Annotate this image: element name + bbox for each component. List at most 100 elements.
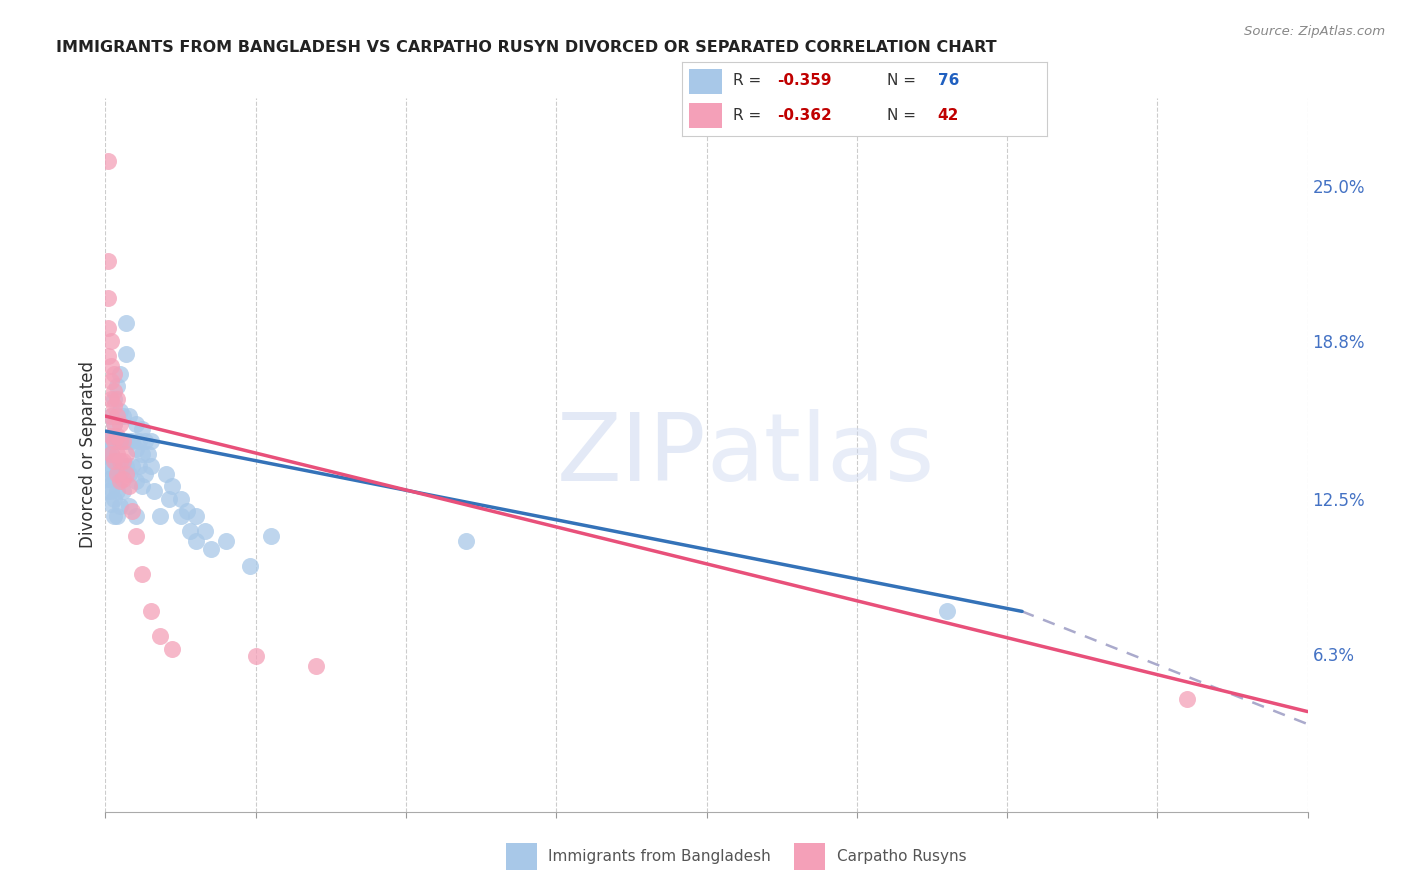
Point: [128, 434, 150, 449]
Point: [110, 367, 132, 381]
Point: [169, 491, 191, 506]
Point: [100, 409, 122, 423]
Point: [97, 321, 120, 335]
Point: [454, 534, 477, 549]
Point: [115, 346, 138, 360]
Point: [214, 534, 236, 549]
Point: [112, 459, 135, 474]
Point: [103, 417, 125, 431]
Point: [107, 429, 129, 443]
Point: [124, 417, 146, 431]
Point: [100, 434, 122, 449]
Point: [103, 454, 125, 468]
Point: [245, 649, 267, 664]
Point: [112, 434, 135, 449]
Point: [134, 434, 156, 449]
Point: [160, 479, 183, 493]
Point: [139, 434, 162, 449]
Text: Carpatho Rusyns: Carpatho Rusyns: [837, 849, 966, 863]
Point: [112, 409, 135, 423]
Point: [103, 454, 125, 468]
Point: [112, 484, 135, 499]
Point: [110, 454, 132, 468]
Point: [128, 459, 150, 474]
Point: [110, 474, 132, 488]
Y-axis label: Divorced or Separated: Divorced or Separated: [79, 361, 97, 549]
Point: [107, 409, 129, 423]
Point: [200, 541, 222, 556]
Point: [100, 459, 122, 474]
Point: [97, 484, 120, 499]
Point: [124, 474, 146, 488]
Point: [103, 491, 125, 506]
Point: [184, 534, 207, 549]
Point: [1175, 692, 1198, 706]
Point: [100, 359, 122, 373]
Point: [112, 434, 135, 449]
Point: [110, 467, 132, 481]
Point: [100, 497, 122, 511]
Point: [107, 434, 129, 449]
Point: [124, 442, 146, 456]
Point: [103, 417, 125, 431]
Point: [176, 504, 198, 518]
Point: [155, 467, 177, 481]
Text: -0.359: -0.359: [778, 73, 831, 88]
Point: [260, 529, 283, 543]
Point: [97, 447, 120, 461]
Text: 42: 42: [938, 108, 959, 122]
Point: [107, 467, 129, 481]
Point: [112, 472, 135, 486]
Point: [100, 374, 122, 388]
Point: [107, 484, 129, 499]
Point: [107, 392, 129, 406]
Point: [305, 659, 328, 673]
Text: ZIP: ZIP: [557, 409, 707, 501]
Point: [239, 559, 262, 574]
Text: -0.362: -0.362: [778, 108, 832, 122]
Text: N =: N =: [887, 73, 921, 88]
Point: [121, 459, 143, 474]
Bar: [689, 103, 723, 128]
Point: [112, 454, 135, 468]
Point: [107, 509, 129, 524]
Point: [110, 434, 132, 449]
Point: [97, 459, 120, 474]
Point: [103, 434, 125, 449]
Point: [107, 447, 129, 461]
Point: [103, 367, 125, 381]
Point: [134, 467, 156, 481]
Text: atlas: atlas: [707, 409, 935, 501]
Point: [103, 472, 125, 486]
Point: [110, 434, 132, 449]
Text: Source: ZipAtlas.com: Source: ZipAtlas.com: [1244, 25, 1385, 38]
Point: [118, 500, 141, 514]
Point: [97, 349, 120, 363]
Text: IMMIGRANTS FROM BANGLADESH VS CARPATHO RUSYN DIVORCED OR SEPARATED CORRELATION C: IMMIGRANTS FROM BANGLADESH VS CARPATHO R…: [56, 40, 997, 55]
Point: [100, 472, 122, 486]
Point: [124, 509, 146, 524]
Point: [131, 447, 153, 461]
Bar: [689, 69, 723, 94]
Point: [97, 292, 120, 306]
Point: [131, 422, 153, 436]
Point: [179, 524, 201, 539]
Point: [184, 509, 207, 524]
Point: [936, 604, 959, 618]
Point: [97, 253, 120, 268]
Point: [100, 484, 122, 499]
Point: [115, 447, 138, 461]
Point: [139, 604, 162, 618]
Point: [103, 384, 125, 398]
Text: Immigrants from Bangladesh: Immigrants from Bangladesh: [548, 849, 770, 863]
Point: [103, 509, 125, 524]
Point: [131, 566, 153, 581]
Point: [157, 491, 180, 506]
Point: [115, 317, 138, 331]
Text: 76: 76: [938, 73, 959, 88]
Point: [148, 509, 170, 524]
Point: [118, 409, 141, 423]
Point: [121, 434, 143, 449]
Point: [100, 429, 122, 443]
Point: [142, 484, 165, 499]
